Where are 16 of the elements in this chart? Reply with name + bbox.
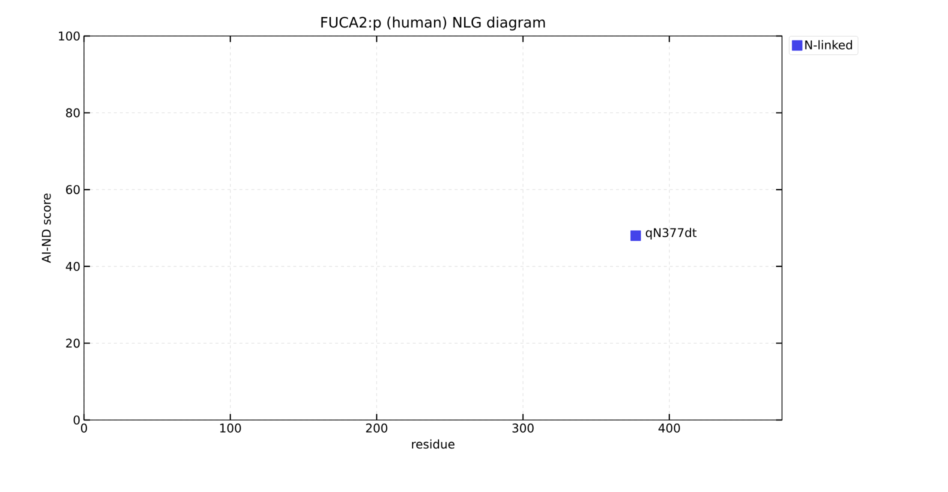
y-tick-label: 100 — [58, 31, 80, 41]
y-tick-label: 20 — [66, 338, 80, 348]
x-tick-label: 200 — [366, 424, 388, 433]
y-axis-title: AI-ND score — [42, 194, 51, 263]
y-tick-label: 40 — [66, 262, 80, 271]
x-axis-title: residue — [412, 439, 454, 449]
x-tick-label: 0 — [80, 424, 88, 433]
y-tick-label: 60 — [66, 185, 80, 194]
chart-title: FUCA2:p (human) NLG diagram — [321, 16, 545, 30]
x-tick-label: 100 — [220, 424, 241, 433]
x-tick-label: 300 — [512, 424, 534, 433]
legend-label: N-linked — [805, 40, 852, 50]
annotation: qN377dt — [646, 228, 697, 240]
y-tick-label: 0 — [74, 415, 80, 425]
y-tick-label: 80 — [66, 108, 80, 118]
x-tick-label: 400 — [658, 424, 680, 433]
